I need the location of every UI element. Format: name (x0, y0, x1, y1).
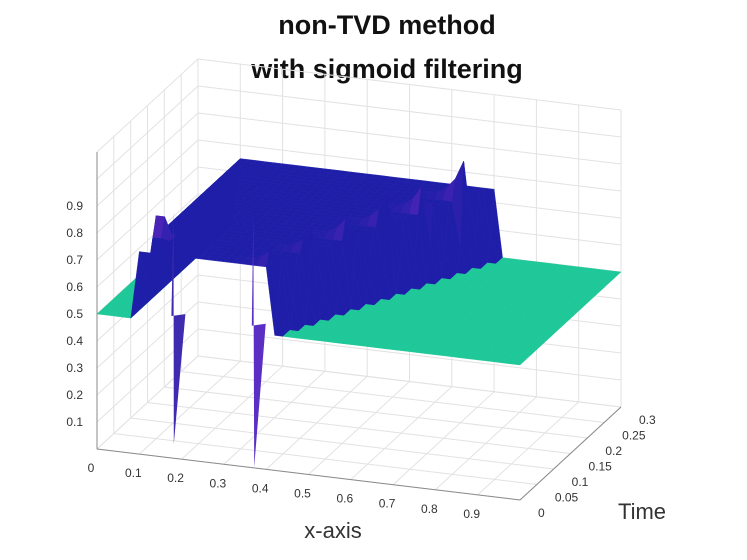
time-tick-label: 0.3 (639, 413, 656, 427)
z-tick-label: 0.9 (66, 199, 83, 213)
z-tick-label: 0.8 (66, 226, 83, 240)
grid-line (197, 59, 622, 408)
x-tick-label: 0.8 (421, 502, 438, 516)
grid-line (113, 136, 537, 485)
title-line-1: non-TVD method (278, 10, 495, 40)
grid-line (147, 105, 571, 454)
z-tick-label: 0.5 (66, 307, 83, 321)
shock-spike (251, 215, 266, 468)
time-tick-label: 0.1 (572, 475, 589, 489)
time-tick-label: 0.15 (589, 460, 613, 474)
z-tick-label: 0.6 (66, 280, 83, 294)
time-tick-label: 0.25 (622, 429, 646, 443)
z-tick-label: 0.7 (66, 253, 83, 267)
x-tick-label: 0.9 (463, 507, 480, 521)
chart-title: non-TVD method with sigmoid filtering (250, 10, 523, 84)
time-tick-label: 0.05 (555, 491, 579, 505)
surface-patch (511, 360, 524, 366)
title-line-2: with sigmoid filtering (250, 54, 523, 84)
x-tick-label: 0.2 (167, 471, 184, 485)
time-axis-line (519, 406, 622, 501)
z-tick-label: 0.4 (66, 334, 83, 348)
grid-line (180, 74, 605, 423)
axis-frame (96, 152, 622, 501)
z-tick-label: 0.2 (66, 388, 83, 402)
x-tick-label: 0 (88, 461, 95, 475)
x-tick-label: 0.5 (294, 487, 311, 501)
tick-labels: 0 0.1 0.2 0.3 0.4 0.5 0.6 0.7 0.8 0.9 00.050.10.15… (66, 199, 656, 521)
time-tick-label: 0 (538, 506, 545, 520)
x-tick-label: 0.7 (379, 497, 396, 511)
grid-line (163, 90, 588, 439)
x-tick-label: 0.4 (252, 481, 269, 495)
shock-spike (171, 211, 186, 445)
z-tick-label: 0.3 (66, 361, 83, 375)
grid-line (130, 121, 554, 470)
x-axis-line (96, 448, 521, 501)
x-axis-label: x-axis (304, 518, 361, 543)
surface-mesh (96, 158, 622, 468)
z-tick-label: 0.1 (66, 415, 83, 429)
time-tick-label: 0.2 (605, 444, 622, 458)
time-axis-label: Time (618, 499, 666, 524)
x-tick-label: 0.3 (210, 476, 227, 490)
x-tick-label: 0.1 (125, 466, 142, 480)
x-tick-label: 0.6 (336, 492, 353, 506)
